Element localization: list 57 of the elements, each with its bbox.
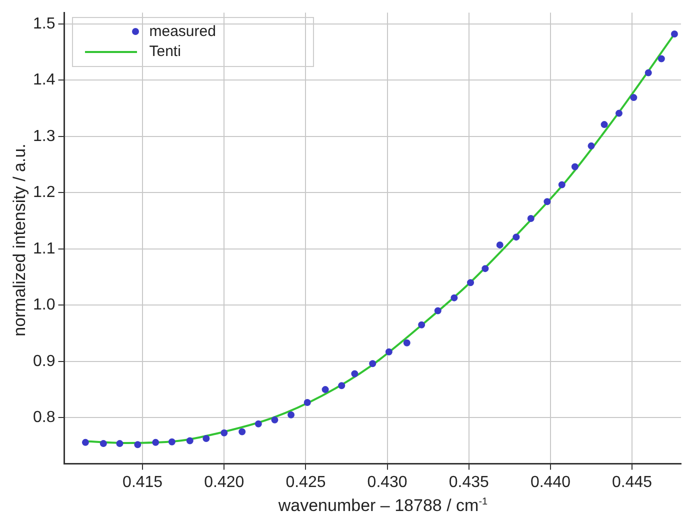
x-tick-label: 0.425	[286, 474, 326, 491]
y-tick-label: 1.5	[32, 15, 56, 32]
point	[134, 441, 142, 448]
point	[403, 339, 410, 346]
point	[467, 279, 474, 286]
point	[588, 142, 595, 150]
point	[338, 382, 346, 390]
point	[496, 241, 504, 248]
y-tick-label: 1.3	[32, 128, 56, 145]
x-tick-label: 0.420	[204, 474, 244, 491]
point	[418, 321, 426, 328]
point	[168, 438, 176, 446]
point	[544, 198, 551, 206]
legend-label: Tenti	[149, 43, 181, 60]
point	[220, 429, 228, 436]
y-tick-label: 0.9	[32, 352, 56, 370]
y-tick-label: 1.4	[32, 72, 56, 89]
point	[100, 440, 107, 448]
legend-label: measured	[149, 23, 216, 40]
point	[385, 348, 392, 356]
y-tick-label: 0.8	[32, 409, 56, 426]
y-tick-label: 1.1	[32, 240, 56, 258]
point	[482, 265, 489, 272]
x-axis-title: wavenumber – 18788 / cm$^{-1}$	[277, 496, 489, 516]
x-tick-label: 0.445	[612, 474, 652, 491]
point	[571, 163, 578, 170]
y-tick-label: 1.0	[32, 296, 56, 314]
x-tick-label: 0.430	[367, 474, 408, 491]
point	[558, 181, 566, 188]
point	[527, 215, 534, 222]
point	[254, 420, 262, 428]
point	[304, 398, 311, 406]
point	[351, 370, 358, 378]
y-axis-title: normalized intensity / a.u.	[10, 144, 30, 336]
point	[238, 428, 246, 436]
point	[670, 30, 678, 38]
point	[616, 110, 622, 117]
x-tick-label: 0.440	[530, 474, 571, 491]
point	[644, 69, 652, 76]
point	[630, 94, 638, 102]
point	[658, 55, 665, 62]
point	[186, 437, 194, 444]
point	[369, 360, 376, 368]
y-tick-label: 1.2	[32, 184, 56, 202]
point	[434, 307, 442, 314]
point	[450, 294, 458, 302]
point	[322, 386, 329, 394]
point	[82, 438, 89, 446]
point	[202, 434, 210, 442]
point	[600, 121, 608, 128]
point	[512, 234, 520, 241]
point	[288, 411, 295, 418]
point	[271, 416, 278, 424]
point	[152, 438, 160, 446]
x-tick-label: 0.435	[448, 474, 490, 491]
x-tick-label: 0.415	[122, 474, 163, 491]
point	[116, 440, 124, 448]
